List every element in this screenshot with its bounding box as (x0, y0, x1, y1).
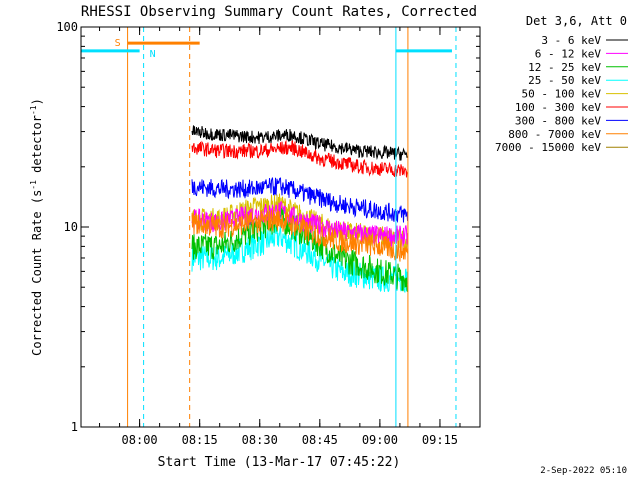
x-tick-label: 08:00 (122, 433, 158, 447)
legend-label: 300 - 800 keV (515, 114, 601, 127)
chart-title: RHESSI Observing Summary Count Rates, Co… (81, 4, 477, 20)
y-tick-label: 10 (64, 220, 78, 234)
data-series (191, 125, 408, 293)
y-tick-label: 100 (56, 20, 78, 34)
y-tick-label: 1 (71, 420, 78, 434)
legend-title: Det 3,6, Att 0 (526, 14, 627, 28)
x-axis-label: Start Time (13-Mar-17 07:45:22) (158, 455, 401, 470)
series-line (191, 208, 408, 262)
legend-label: 50 - 100 keV (522, 88, 602, 101)
x-axis: 08:00 08:15 08:30 08:45 09:00 09:15 (99, 27, 481, 447)
series-line (191, 177, 408, 224)
flag-label: N (150, 49, 156, 60)
legend-label: 6 - 12 keV (535, 47, 602, 60)
y-axis-label: Corrected Count Rate (s-1 detector-1) (29, 98, 44, 356)
series-line (191, 207, 408, 292)
timestamp: 2-Sep-2022 05:10 (540, 466, 627, 476)
legend-label: 12 - 25 keV (528, 61, 601, 74)
x-tick-label: 08:15 (182, 433, 218, 447)
attenuator-flags: SN (81, 27, 457, 427)
legend-label: 100 - 300 keV (515, 101, 601, 114)
series-line (191, 139, 408, 178)
flag-label: S (115, 38, 121, 49)
legend-label: 7000 - 15000 keV (495, 141, 601, 154)
x-tick-label: 09:15 (422, 433, 458, 447)
series-line (191, 125, 408, 161)
legend-label: 3 - 6 keV (541, 34, 601, 47)
x-tick-label: 09:00 (362, 433, 398, 447)
legend-label: 25 - 50 keV (528, 74, 601, 87)
legend-label: 800 - 7000 keV (508, 128, 601, 141)
x-tick-label: 08:30 (242, 433, 278, 447)
x-tick-label: 08:45 (302, 433, 338, 447)
y-axis: 1 10 100 (56, 20, 480, 434)
